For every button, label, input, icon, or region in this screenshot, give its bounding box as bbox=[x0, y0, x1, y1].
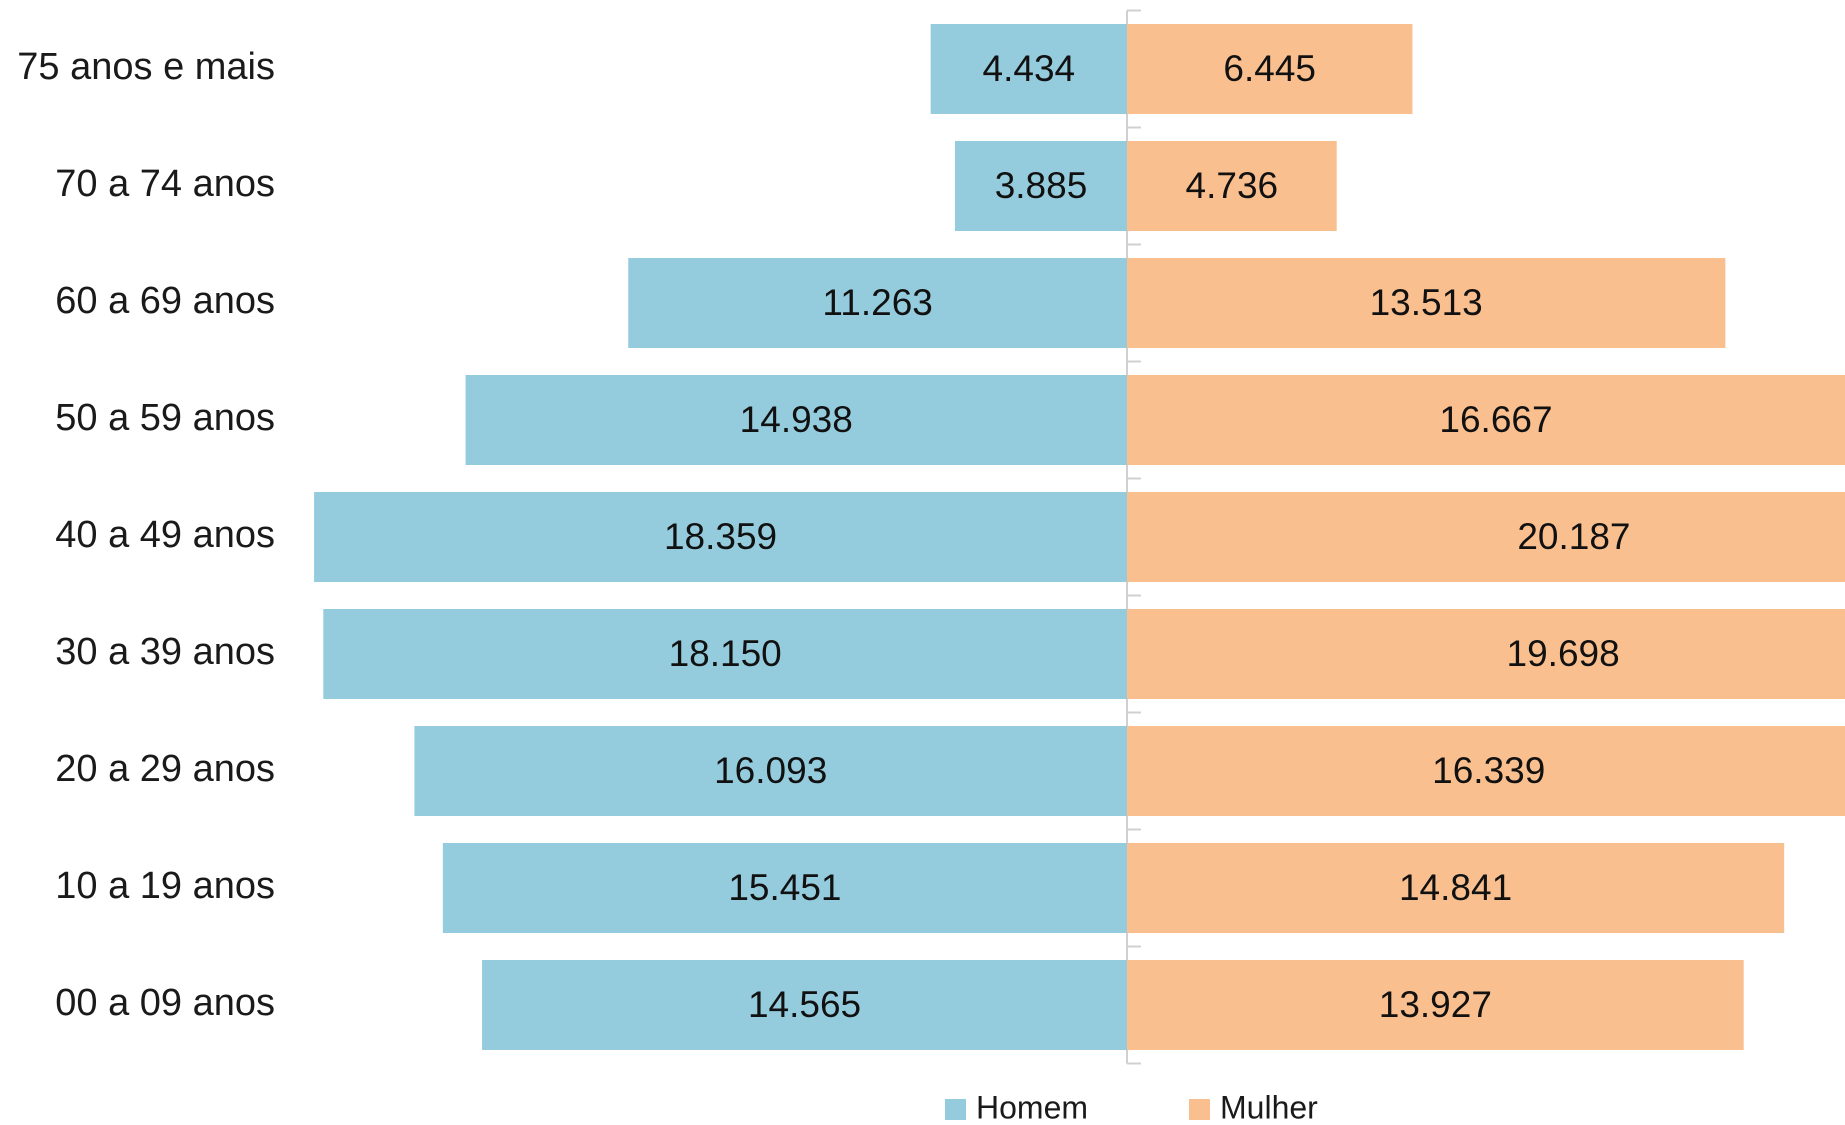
category-label: 00 a 09 anos bbox=[55, 982, 275, 1024]
labels-layer: 75 anos e mais 4.434 6.445 70 a 74 anos 3.88… bbox=[17, 46, 1630, 1025]
bar-mulher bbox=[1127, 258, 1726, 348]
value-label-mulher: 13.927 bbox=[1379, 984, 1492, 1025]
bar-homem bbox=[628, 258, 1127, 348]
value-label-mulher: 13.513 bbox=[1370, 282, 1483, 323]
category-label: 10 a 19 anos bbox=[55, 865, 275, 907]
bar-homem bbox=[482, 960, 1128, 1050]
bar-homem bbox=[442, 843, 1127, 933]
value-label-mulher: 20.187 bbox=[1517, 516, 1630, 557]
bar-homem bbox=[314, 492, 1127, 582]
bar-homem bbox=[323, 609, 1127, 699]
value-label-homem: 4.434 bbox=[983, 48, 1076, 89]
value-label-homem: 18.359 bbox=[664, 516, 777, 557]
value-label-homem: 14.938 bbox=[740, 399, 853, 440]
bar-mulher bbox=[1127, 375, 1845, 465]
category-label: 40 a 49 anos bbox=[55, 514, 275, 556]
category-label: 70 a 74 anos bbox=[55, 163, 275, 205]
legend-swatch bbox=[945, 1099, 966, 1120]
legend: Homem Mulher bbox=[945, 1089, 1318, 1125]
bar-mulher bbox=[1127, 960, 1744, 1050]
bar-mulher bbox=[1127, 726, 1845, 816]
value-label-homem: 15.451 bbox=[728, 867, 841, 908]
category-label: 50 a 59 anos bbox=[55, 397, 275, 439]
value-label-mulher: 4.736 bbox=[1186, 165, 1279, 206]
value-label-mulher: 19.698 bbox=[1507, 633, 1620, 674]
legend-swatch bbox=[1189, 1099, 1210, 1120]
category-label: 20 a 29 anos bbox=[55, 748, 275, 790]
value-label-mulher: 16.339 bbox=[1432, 750, 1545, 791]
bar-mulher bbox=[1127, 609, 1845, 699]
category-label: 75 anos e mais bbox=[17, 46, 275, 88]
legend-item-homem: Homem bbox=[976, 1089, 1088, 1125]
legend-item-mulher: Mulher bbox=[1220, 1089, 1318, 1125]
bar-homem bbox=[930, 24, 1127, 114]
bar-homem bbox=[954, 141, 1127, 231]
value-label-homem: 3.885 bbox=[995, 165, 1088, 206]
bar-mulher bbox=[1127, 843, 1785, 933]
bar-homem bbox=[414, 726, 1127, 816]
bars-layer bbox=[314, 24, 1845, 1050]
value-label-homem: 11.263 bbox=[822, 282, 932, 323]
bar-homem bbox=[465, 375, 1127, 465]
value-label-homem: 18.150 bbox=[669, 633, 782, 674]
value-label-homem: 14.565 bbox=[748, 984, 861, 1025]
value-label-mulher: 16.667 bbox=[1439, 399, 1552, 440]
value-label-homem: 16.093 bbox=[714, 750, 827, 791]
value-label-mulher: 6.445 bbox=[1223, 48, 1316, 89]
category-label: 30 a 39 anos bbox=[55, 631, 275, 673]
bar-mulher bbox=[1127, 492, 1845, 582]
bar-mulher bbox=[1127, 24, 1413, 114]
value-label-mulher: 14.841 bbox=[1399, 867, 1512, 908]
bar-mulher bbox=[1127, 141, 1337, 231]
category-label: 60 a 69 anos bbox=[55, 280, 275, 322]
